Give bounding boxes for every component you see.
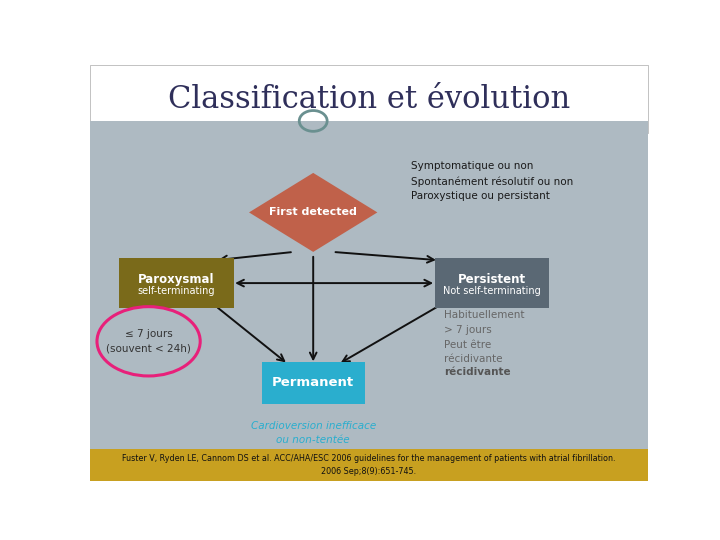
FancyBboxPatch shape: [90, 449, 648, 481]
Text: Paroxysmal: Paroxysmal: [138, 273, 215, 286]
Text: First detected: First detected: [269, 207, 357, 218]
Text: self-terminating: self-terminating: [138, 286, 215, 296]
Text: Permanent: Permanent: [272, 376, 354, 389]
Text: Classification et évolution: Classification et évolution: [168, 84, 570, 114]
FancyBboxPatch shape: [90, 121, 648, 449]
FancyBboxPatch shape: [90, 65, 648, 133]
FancyBboxPatch shape: [435, 258, 549, 308]
Text: Fuster V, Ryden LE, Cannom DS et al. ACC/AHA/ESC 2006 guidelines for the managem: Fuster V, Ryden LE, Cannom DS et al. ACC…: [122, 454, 616, 476]
Text: Habituellement
> 7 jours
Peut être
récidivante: Habituellement > 7 jours Peut être récid…: [444, 310, 525, 364]
Text: ≤ 7 jours
(souvent < 24h): ≤ 7 jours (souvent < 24h): [106, 329, 191, 353]
Text: Cardioversion inefficace
ou non-tentée: Cardioversion inefficace ou non-tentée: [251, 421, 376, 445]
Text: Not self-terminating: Not self-terminating: [443, 286, 541, 296]
Text: Symptomatique ou non
Spontanément résolutif ou non
Paroxystique ou persistant: Symptomatique ou non Spontanément résolu…: [411, 161, 573, 201]
Polygon shape: [249, 173, 377, 252]
FancyBboxPatch shape: [261, 362, 365, 404]
Text: récidivante: récidivante: [444, 368, 511, 377]
FancyBboxPatch shape: [120, 258, 234, 308]
Text: Persistent: Persistent: [458, 273, 526, 286]
